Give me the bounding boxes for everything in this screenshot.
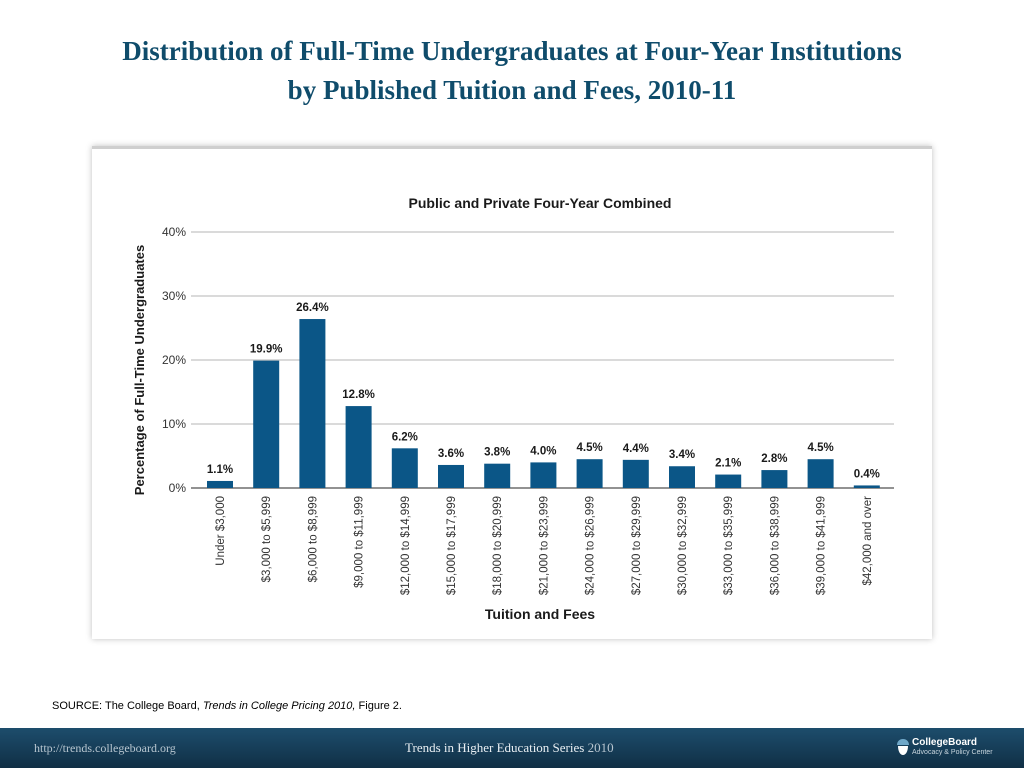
data-label: 1.1%	[207, 464, 233, 476]
chart-title: Public and Private Four-Year Combined	[409, 195, 672, 211]
y-tick-label: 40%	[162, 225, 186, 239]
footer-series-title: Trends in Higher Education Series 2010	[405, 740, 614, 756]
data-label: 19.9%	[250, 344, 283, 356]
x-tick-label: $33,000 to $35,999	[723, 496, 735, 595]
bar	[807, 459, 834, 488]
bar	[207, 480, 233, 488]
bar-chart: Public and Private Four-Year Combined 0% 1…	[132, 195, 894, 622]
data-label: 26.4%	[296, 302, 329, 314]
logo-name: CollegeBoard	[912, 737, 978, 748]
data-label: 3.4%	[669, 449, 695, 461]
x-tick-label: $42,000 and over	[862, 496, 874, 586]
bar	[391, 448, 418, 488]
data-label: 0.4%	[854, 468, 880, 480]
source-prefix: SOURCE: The College Board,	[52, 700, 203, 712]
data-label: 2.1%	[715, 458, 741, 470]
x-tick-label: $39,000 to $41,999	[816, 496, 828, 595]
source-suffix: Figure 2.	[355, 700, 402, 712]
data-label: 2.8%	[761, 453, 787, 465]
bar	[530, 462, 557, 488]
footer-url-link[interactable]: http://trends.collegeboard.org	[34, 741, 176, 755]
y-tick-label: 10%	[162, 417, 186, 431]
y-tick-label: 20%	[162, 353, 186, 367]
data-label: 3.8%	[484, 447, 510, 459]
slide-title-line-2: by Published Tuition and Fees, 2010-11	[287, 75, 737, 105]
x-tick-label: $15,000 to $17,999	[446, 496, 458, 595]
slide-title: Distribution of Full-Time Undergraduates…	[0, 32, 1024, 110]
bar	[853, 485, 880, 488]
collegeboard-logo: CollegeBoard Advocacy & Policy Center	[896, 736, 996, 762]
y-tick-label: 0%	[169, 481, 187, 495]
data-label: 3.6%	[438, 448, 464, 460]
x-tick-label: Under $3,000	[215, 496, 227, 566]
footer-series-year: 2010	[587, 740, 614, 755]
x-tick-label: $24,000 to $26,999	[585, 496, 597, 595]
x-tick-label: $27,000 to $29,999	[631, 496, 643, 595]
footer-series-label: Trends in Higher Education Series	[405, 740, 588, 755]
data-label: 12.8%	[342, 389, 375, 401]
bar	[715, 474, 742, 488]
x-tick-label: $36,000 to $38,999	[769, 496, 781, 595]
logo-subtitle: Advocacy & Policy Center	[912, 749, 993, 756]
x-tick-label: $6,000 to $8,999	[307, 496, 319, 582]
bar	[438, 464, 464, 488]
bar	[622, 459, 649, 488]
acorn-logo-icon	[897, 739, 909, 755]
bar	[253, 360, 280, 488]
x-tick-label: $21,000 to $23,999	[538, 496, 550, 595]
bar	[299, 319, 326, 488]
bar	[484, 463, 511, 488]
footer-bar: http://trends.collegeboard.org Trends in…	[0, 728, 1024, 768]
bar	[761, 470, 788, 488]
x-axis-label: Tuition and Fees	[485, 606, 595, 622]
bar	[345, 406, 372, 488]
data-label: 4.0%	[530, 445, 556, 457]
y-tick-label: 30%	[162, 289, 186, 303]
y-axis-label: Percentage of Full-Time Undergraduates	[132, 245, 147, 495]
data-label: 6.2%	[392, 431, 418, 443]
x-tick-label: $3,000 to $5,999	[261, 496, 273, 582]
x-tick-label: $18,000 to $20,999	[492, 496, 504, 595]
slide-title-line-1: Distribution of Full-Time Undergraduates…	[122, 36, 902, 66]
data-label: 4.5%	[807, 442, 833, 454]
chart-panel: Public and Private Four-Year Combined 0% 1…	[92, 146, 932, 639]
source-publication: Trends in College Pricing 2010,	[202, 700, 356, 712]
data-label: 4.5%	[576, 442, 602, 454]
bar	[576, 459, 603, 488]
source-note: SOURCE: The College Board, Trends in Col…	[52, 700, 402, 712]
data-label: 4.4%	[623, 443, 649, 455]
x-tick-label: $12,000 to $14,999	[400, 496, 412, 595]
bar	[669, 466, 695, 488]
x-tick-label: $30,000 to $32,999	[677, 496, 689, 595]
x-tick-label: $9,000 to $11,999	[354, 496, 366, 588]
